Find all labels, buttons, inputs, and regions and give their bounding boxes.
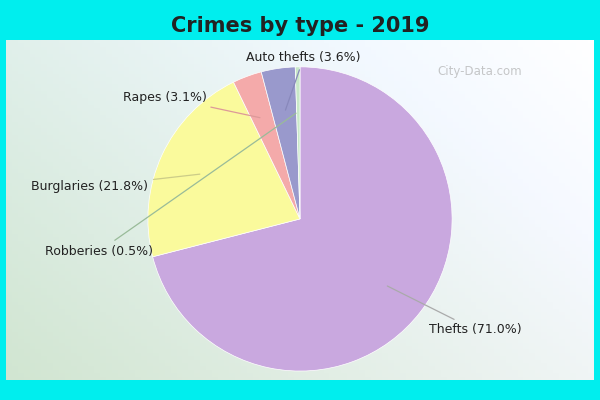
- Text: Thefts (71.0%): Thefts (71.0%): [388, 286, 521, 336]
- Wedge shape: [295, 67, 300, 219]
- Wedge shape: [261, 67, 300, 219]
- Wedge shape: [148, 82, 300, 257]
- Text: Rapes (3.1%): Rapes (3.1%): [123, 91, 260, 118]
- Text: Crimes by type - 2019: Crimes by type - 2019: [171, 16, 429, 36]
- Text: Robberies (0.5%): Robberies (0.5%): [45, 113, 296, 258]
- Text: Burglaries (21.8%): Burglaries (21.8%): [31, 174, 200, 193]
- Text: City-Data.com: City-Data.com: [437, 66, 523, 78]
- Wedge shape: [233, 72, 300, 219]
- Text: Auto thefts (3.6%): Auto thefts (3.6%): [247, 51, 361, 110]
- Wedge shape: [152, 67, 452, 371]
